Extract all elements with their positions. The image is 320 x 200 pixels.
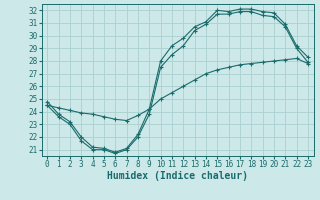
- X-axis label: Humidex (Indice chaleur): Humidex (Indice chaleur): [107, 171, 248, 181]
